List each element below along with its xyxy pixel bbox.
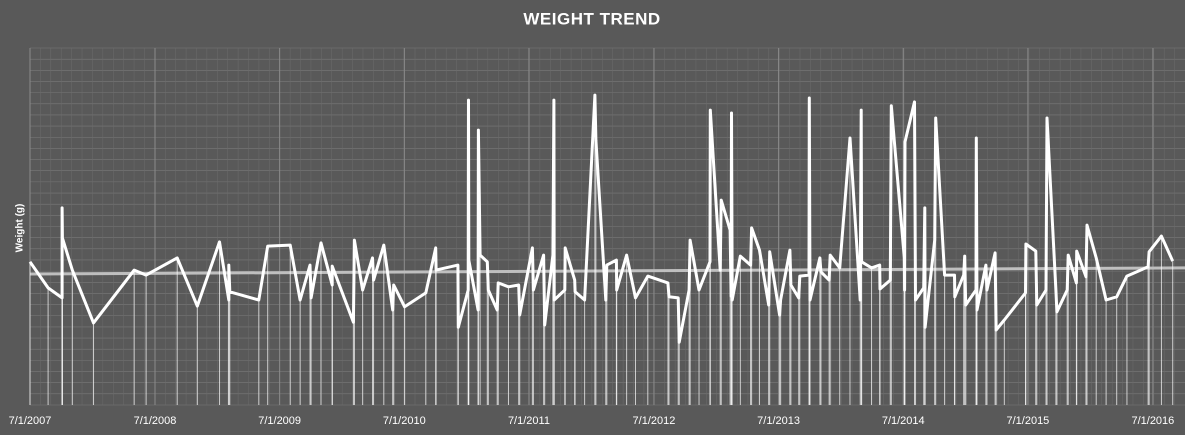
chart-title: WEIGHT TREND bbox=[523, 9, 660, 28]
x-tick-label: 7/1/2014 bbox=[882, 415, 925, 427]
x-tick-label: 7/1/2011 bbox=[508, 415, 550, 427]
x-tick-label: 7/1/2007 bbox=[9, 415, 52, 427]
x-tick-label: 7/1/2015 bbox=[1006, 415, 1049, 427]
x-tick-label: 7/1/2009 bbox=[258, 415, 301, 427]
y-axis-label: Weight (g) bbox=[15, 204, 26, 253]
data-line bbox=[28, 93, 1175, 344]
x-tick-label: 7/1/2013 bbox=[757, 415, 800, 427]
x-tick-label: 7/1/2010 bbox=[383, 415, 426, 427]
x-tick-label: 7/1/2016 bbox=[1131, 415, 1174, 427]
x-tick-label: 7/1/2008 bbox=[134, 415, 177, 427]
x-tick-label: 7/1/2012 bbox=[633, 415, 676, 427]
